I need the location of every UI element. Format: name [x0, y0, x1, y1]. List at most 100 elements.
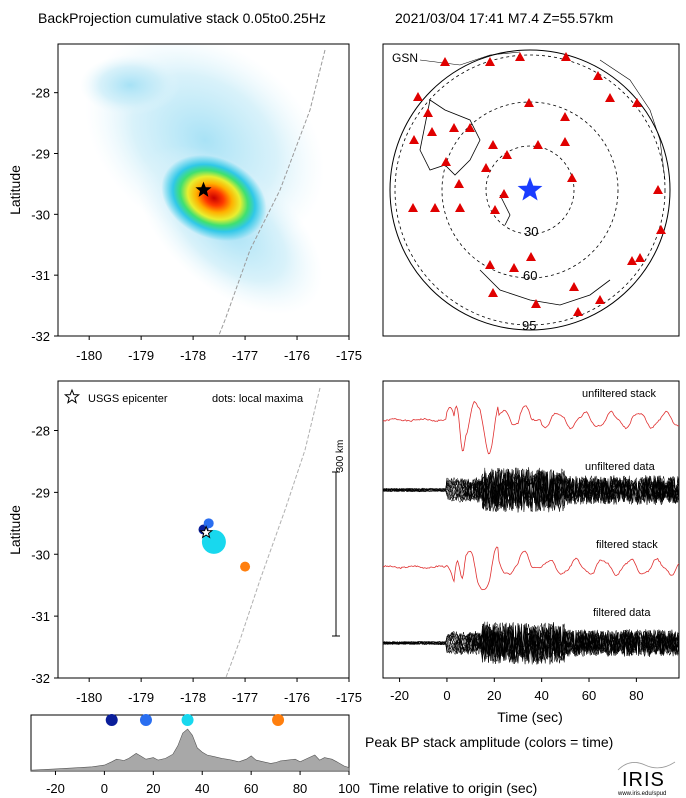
station-triangle: [454, 179, 464, 188]
station-triangle: [455, 203, 465, 212]
station-triangle: [413, 92, 423, 101]
coast-nz: [499, 194, 511, 226]
heatmap-epicenter-star: [195, 181, 212, 197]
station-triangle: [533, 140, 543, 149]
ring-95: [394, 54, 666, 326]
station-triangle: [427, 127, 437, 136]
data-trace: [383, 621, 679, 664]
heatmap-frame: [57, 43, 350, 337]
trench-line-mid: [225, 387, 321, 678]
map-epicenter-star: [517, 177, 543, 201]
ytick-label: -32: [31, 329, 50, 344]
station-triangle: [627, 256, 637, 265]
station-triangle: [488, 288, 498, 297]
maxima-epicenter-star: [199, 525, 214, 539]
xtick-label: -177: [232, 348, 258, 363]
xtick-label: 40: [534, 688, 548, 703]
xtick-label: -179: [128, 690, 154, 705]
coast-asia: [419, 51, 521, 66]
trace-label-1: unfiltered data: [585, 461, 656, 473]
station-triangle: [593, 71, 603, 80]
station-markers: [408, 52, 666, 316]
xtick-label: 40: [195, 781, 209, 796]
peak-dot: [272, 714, 285, 726]
amplitude-title: Peak BP stack amplitude (colors = time): [365, 734, 613, 750]
xtick-label: -178: [180, 690, 206, 705]
ytick-label: -28: [31, 86, 50, 101]
heatmap-cloud-upper: [80, 55, 180, 115]
peak-dot: [139, 714, 152, 726]
station-triangle: [430, 203, 440, 212]
xtick-label: -179: [128, 348, 154, 363]
station-triangle: [569, 282, 579, 291]
station-triangle: [595, 295, 605, 304]
waveform-xlabel: Time (sec): [497, 709, 563, 725]
coast-americas: [599, 59, 666, 181]
maxima-dot: [203, 518, 214, 529]
ytick-label: -32: [31, 671, 50, 686]
ytick-label: -29: [31, 485, 50, 500]
station-triangle: [423, 108, 433, 117]
xtick-label: -20: [390, 688, 409, 703]
amplitude-area-fill: [30, 728, 350, 772]
station-triangle: [449, 123, 459, 132]
station-triangle: [526, 252, 536, 261]
station-triangle: [635, 253, 645, 262]
heatmap-hotspot: [161, 154, 267, 242]
station-triangle: [490, 205, 500, 214]
station-triangle: [441, 157, 451, 166]
station-triangle: [656, 225, 666, 234]
legend-dots: dots: local maxima: [212, 393, 304, 405]
xtick-label: -175: [336, 348, 362, 363]
ytick-label: -31: [31, 609, 50, 624]
ring-label-60: 60: [523, 268, 537, 283]
peak-dot: [105, 714, 118, 726]
ytick-label: -30: [31, 207, 50, 222]
station-triangle: [560, 137, 570, 146]
station-triangle: [409, 135, 419, 144]
map-horizon: [389, 49, 671, 331]
trace-label-2: filtered stack: [596, 539, 658, 551]
ring-30: [485, 145, 575, 235]
station-triangle: [567, 173, 577, 182]
station-triangle: [465, 123, 475, 132]
xtick-label: 20: [487, 688, 501, 703]
scale-bar-label: 300 km: [335, 440, 346, 473]
coast-antarctica: [479, 269, 611, 306]
xtick-label: -178: [180, 348, 206, 363]
station-triangle: [499, 189, 509, 198]
data-trace: [383, 622, 679, 665]
station-triangle: [502, 150, 512, 159]
event-info: 2021/03/04 17:41 M7.4 Z=55.57km: [395, 10, 613, 26]
station-triangle: [560, 112, 570, 121]
amplitude-xlabel: Time relative to origin (sec): [369, 780, 537, 796]
station-triangle: [509, 263, 519, 272]
xtick-label: 80: [629, 688, 643, 703]
logo-url: www.iris.edu/spud: [617, 791, 666, 797]
map-label-gsn: GSN: [392, 51, 418, 65]
station-triangle: [481, 163, 491, 172]
xtick-label: -180: [76, 690, 102, 705]
station-triangle: [561, 52, 571, 61]
trench-line-top: [218, 49, 326, 336]
xtick-label: 60: [244, 781, 258, 796]
stack-trace: [383, 546, 679, 591]
xtick-label: 0: [443, 688, 450, 703]
iris-logo: IRIS www.iris.edu/spud: [612, 754, 684, 797]
station-triangle: [485, 260, 495, 269]
ring-label-95: 95: [522, 318, 536, 333]
station-triangle: [653, 185, 663, 194]
legend-star-icon: [63, 388, 81, 404]
maxima-panel: -180 -179 -178 -177 -176 -175-28-29-30-31-32 …: [7, 380, 362, 705]
xtick-label: -177: [232, 690, 258, 705]
logo-text: IRIS: [622, 769, 665, 791]
waveform-panel: unfiltered stack unfiltered data filtere…: [382, 380, 680, 725]
heatmap-ylabel: Latitude: [7, 165, 23, 215]
figure-title: BackProjection cumulative stack 0.05to0.…: [38, 10, 326, 26]
station-map-panel: GSN 30 60 95: [382, 43, 680, 337]
peak-dot: [181, 714, 194, 726]
ring-label-30: 30: [524, 224, 538, 239]
stack-trace: [383, 400, 679, 455]
heatmap-axes: -180 -179 -178 -177 -176 -175 -28 -29 -30 -31 -32: [31, 86, 362, 363]
station-triangle: [485, 57, 495, 66]
